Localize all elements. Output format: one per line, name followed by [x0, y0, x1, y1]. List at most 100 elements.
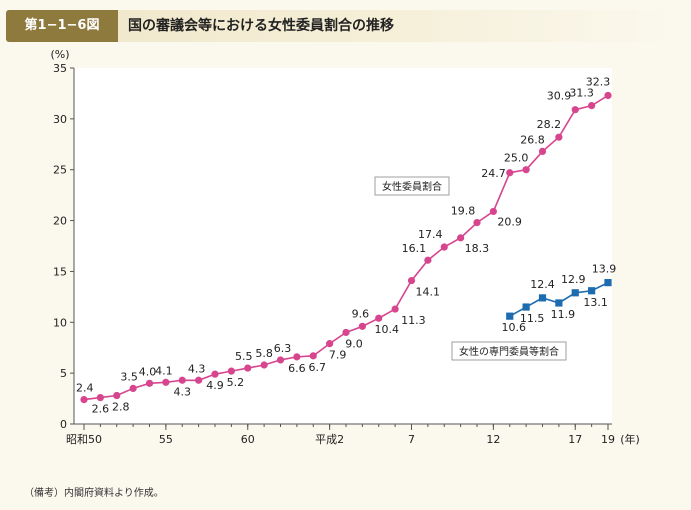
legend-women-ratio: 女性委員割合: [382, 180, 442, 193]
data-point-women-ratio: [276, 356, 285, 364]
data-label: 4.3: [188, 362, 206, 375]
data-label: 5.2: [227, 376, 245, 389]
legend-women-ratio-box: [374, 176, 450, 196]
data-point-women-ratio: [178, 376, 186, 384]
data-point-women-ratio: [244, 364, 252, 372]
data-point-women-ratio: [440, 243, 448, 251]
data-point-women-ratio: [293, 353, 301, 361]
data-label: 9.6: [352, 307, 370, 320]
y-tick-label: 35: [53, 62, 67, 75]
data-label: 10.4: [375, 323, 400, 336]
data-point-women-ratio: [162, 378, 170, 386]
data-point-women-ratio: [407, 276, 416, 285]
data-label: 6.3: [274, 342, 292, 355]
data-label: 10.6: [502, 321, 527, 334]
data-point-specialist-ratio: [538, 294, 547, 302]
legend-specialist-ratio: 女性の専門委員等割合: [459, 345, 559, 358]
x-tick-label: 17: [568, 433, 582, 446]
data-point-women-ratio: [391, 305, 399, 313]
line-chart: 0 5 10 15 20 25 30 35(%) 昭和50 55 60 平成2 7 12 17 19 (年) 2.…: [50, 48, 640, 446]
data-point-specialist-ratio: [588, 287, 596, 295]
x-tick-label: 55: [159, 433, 173, 446]
data-label: 26.8: [520, 133, 545, 146]
data-label: 5.8: [255, 347, 273, 360]
data-label: 18.3: [465, 242, 490, 255]
data-label: 25.0: [504, 152, 529, 165]
data-point-women-ratio: [588, 102, 596, 110]
y-tick-label: 25: [53, 164, 67, 177]
data-label: 31.3: [569, 87, 594, 100]
data-label: 13.1: [583, 296, 608, 309]
data-point-women-ratio: [424, 256, 432, 264]
data-label: 12.4: [530, 278, 555, 291]
y-tick-label: 10: [53, 316, 67, 329]
data-label: 2.6: [92, 403, 110, 416]
data-label: 6.6: [288, 362, 306, 375]
x-tick-label: 7: [408, 433, 415, 446]
data-label: 13.9: [592, 263, 617, 276]
y-tick-label: 0: [60, 418, 67, 431]
data-label: 2.4: [76, 382, 94, 395]
data-point-women-ratio: [260, 361, 268, 369]
data-point-women-ratio: [473, 219, 481, 227]
data-label: 4.1: [155, 364, 173, 377]
data-point-women-ratio: [342, 328, 350, 337]
data-label: 11.3: [401, 314, 426, 327]
data-label: 4.3: [174, 385, 192, 398]
data-point-women-ratio: [358, 322, 366, 330]
data-point-women-ratio: [211, 370, 219, 378]
data-point-women-ratio: [326, 340, 334, 348]
data-label: 14.1: [416, 286, 441, 299]
data-point-women-ratio: [227, 367, 235, 375]
figure-header: 第1−1−6図 国の審議会等における女性委員割合の推移: [6, 10, 683, 42]
data-label: 9.0: [345, 337, 363, 350]
figure-title: 国の審議会等における女性委員割合の推移: [128, 18, 394, 34]
x-tick-label: 昭和50: [66, 433, 102, 446]
data-point-women-ratio: [96, 393, 104, 402]
plot-area: [74, 68, 612, 424]
x-axis-unit: (年): [620, 432, 640, 446]
data-point-women-ratio: [113, 391, 121, 400]
data-label: 11.9: [551, 308, 576, 321]
data-point-specialist-ratio: [506, 312, 514, 320]
figure-number: 第1−1−6図: [6, 10, 118, 42]
data-label: 11.5: [520, 312, 545, 325]
x-tick-label: 12: [486, 433, 500, 446]
data-point-women-ratio: [506, 169, 514, 177]
data-point-women-ratio: [457, 234, 465, 242]
y-tick-label: 15: [53, 265, 67, 278]
data-point-women-ratio: [80, 395, 88, 404]
legend-specialist-ratio-box: [451, 341, 567, 361]
data-point-women-ratio: [129, 384, 137, 392]
data-label: 28.2: [537, 118, 562, 131]
data-point-women-ratio: [571, 106, 579, 114]
data-label: 19.8: [451, 205, 476, 218]
data-point-women-ratio: [522, 166, 530, 174]
data-point-women-ratio: [309, 352, 317, 360]
data-point-specialist-ratio: [604, 279, 612, 287]
data-label: 4.9: [206, 379, 224, 392]
data-label: 16.1: [402, 242, 427, 255]
source-note: （備考）内閣府資料より作成。: [24, 488, 164, 499]
data-point-women-ratio: [538, 147, 547, 156]
data-label: 12.9: [561, 273, 586, 286]
data-label: 7.9: [329, 349, 347, 362]
data-label: 17.4: [418, 228, 443, 241]
data-label: 6.7: [309, 361, 327, 374]
data-point-women-ratio: [489, 207, 497, 216]
data-label: 5.5: [235, 350, 253, 363]
data-point-women-ratio: [375, 314, 383, 322]
data-point-women-ratio: [145, 379, 154, 387]
data-label: 20.9: [497, 215, 522, 228]
data-label: 2.8: [112, 401, 130, 414]
data-point-specialist-ratio: [571, 289, 579, 297]
x-tick-label: 60: [241, 433, 255, 446]
data-label: 30.9: [547, 90, 572, 103]
data-label: 24.7: [481, 167, 506, 180]
y-tick-label: 20: [53, 215, 67, 228]
data-point-women-ratio: [555, 133, 563, 141]
y-tick-label: 30: [53, 113, 67, 126]
data-point-specialist-ratio: [522, 303, 530, 311]
y-axis-unit: (%): [50, 48, 69, 61]
data-label: 3.5: [120, 370, 138, 383]
